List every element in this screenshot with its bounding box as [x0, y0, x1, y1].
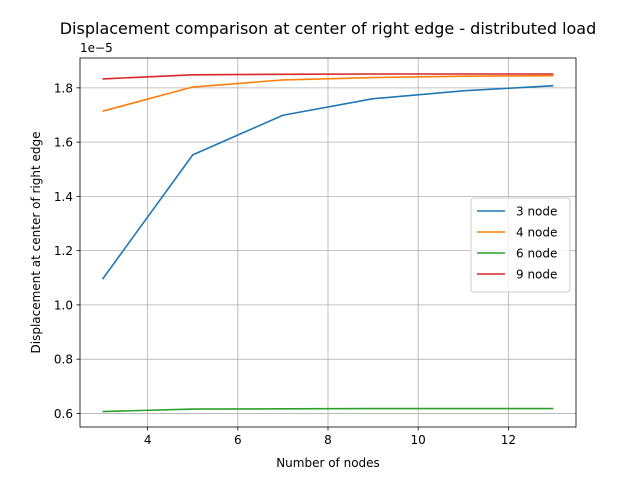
series-line-3-node — [101, 84, 554, 280]
legend-box — [470, 197, 571, 293]
series-line-6-node — [102, 407, 554, 413]
x-axis-ticks: 4 6 8 10 12 — [144, 427, 516, 447]
y-tick-label: 1.6 — [54, 136, 73, 150]
legend: 3 node 4 node 6 node 9 node — [470, 197, 571, 293]
y-tick-label: 1.8 — [54, 81, 73, 95]
x-tick-label: 8 — [324, 433, 332, 447]
x-tick-label: 10 — [411, 433, 426, 447]
series-line-4-node — [102, 74, 554, 112]
legend-label: 4 node — [516, 226, 557, 240]
legend-label: 3 node — [516, 205, 557, 219]
y-axis-label: Displacement at center of right edge — [29, 132, 43, 354]
y-axis-offset-label: 1e−5 — [80, 41, 113, 55]
series-lines — [101, 73, 554, 413]
legend-label: 9 node — [516, 268, 557, 282]
chart-title: Displacement comparison at center of rig… — [60, 19, 597, 38]
y-tick-label: 1.0 — [54, 298, 73, 312]
x-tick-label: 4 — [144, 433, 152, 447]
y-tick-label: 1.4 — [54, 190, 73, 204]
x-axis-label: Number of nodes — [276, 456, 380, 470]
y-tick-label: 0.6 — [54, 407, 73, 421]
legend-label: 6 node — [516, 247, 557, 261]
y-axis-ticks: 0.6 0.8 1.0 1.2 1.4 1.6 1.8 — [54, 81, 80, 421]
series-line-9-node — [102, 73, 554, 80]
y-tick-label: 1.2 — [54, 244, 73, 258]
x-tick-label: 12 — [501, 433, 516, 447]
y-tick-label: 0.8 — [54, 353, 73, 367]
x-tick-label: 6 — [234, 433, 242, 447]
